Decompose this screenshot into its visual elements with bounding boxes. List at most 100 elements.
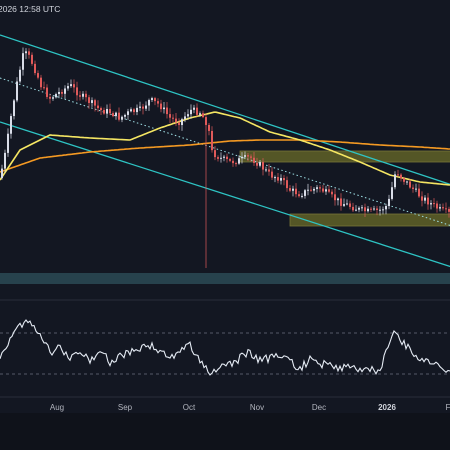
candle-body (97, 105, 99, 109)
candle-body (124, 114, 126, 117)
candle-body (328, 189, 330, 192)
candle-body (322, 188, 324, 192)
candle-body (400, 174, 402, 179)
candle-body (211, 130, 213, 151)
candle-body (304, 190, 306, 196)
candle-body (106, 108, 108, 114)
candle-body (169, 114, 171, 118)
candle-body (163, 107, 165, 110)
candle-body (115, 112, 117, 117)
bottom-strip (0, 413, 450, 450)
candle-body (418, 188, 420, 197)
candle-body (238, 158, 240, 164)
moving-averages-layer (0, 111, 450, 186)
candle-body (364, 207, 366, 212)
candle-body (439, 207, 441, 209)
candle-body (319, 187, 321, 189)
candle-body (409, 181, 411, 188)
candle-body (397, 174, 399, 176)
candle-body (286, 180, 288, 189)
axis-tick-label: Nov (250, 403, 264, 412)
candle-body (349, 203, 351, 207)
candle-body (229, 159, 231, 161)
candle-body (298, 194, 300, 197)
candle-body (67, 86, 69, 89)
candle-body (16, 81, 18, 101)
candle-body (112, 113, 114, 117)
candle-body (406, 181, 408, 183)
candle-body (217, 157, 219, 159)
candle-body (376, 208, 378, 210)
candle-body (343, 204, 345, 206)
candle-body (433, 203, 435, 205)
candle-body (358, 207, 360, 210)
candle-body (175, 118, 177, 123)
candle-body (361, 207, 363, 209)
candle-body (448, 208, 450, 212)
candle-body (283, 178, 285, 181)
candle-body (379, 209, 381, 211)
candle-body (13, 100, 15, 117)
candle-body (49, 96, 51, 99)
candle-body (430, 203, 432, 205)
candle-body (91, 100, 93, 103)
candle-body (325, 189, 327, 192)
candle-body (253, 157, 255, 163)
candle-body (154, 98, 156, 102)
candle-body (127, 111, 129, 115)
candle-body (82, 93, 84, 97)
candle-body (1, 168, 3, 178)
candle-body (442, 207, 444, 209)
channel-upper-line (0, 34, 450, 186)
candle-body (265, 169, 267, 171)
candle-body (148, 100, 150, 106)
candle-body (205, 117, 207, 125)
candle-body (415, 188, 417, 190)
candle-body (256, 162, 258, 166)
candle-body (178, 122, 180, 126)
candle-body (424, 197, 426, 201)
candle-body (103, 109, 105, 114)
candle-body (370, 208, 372, 210)
candle-body (250, 156, 252, 158)
candle-body (10, 116, 12, 134)
candle-body (73, 84, 75, 88)
candle-body (76, 87, 78, 96)
candle-body (70, 84, 72, 87)
candle-body (277, 177, 279, 181)
candle-body (232, 160, 234, 164)
candle-body (199, 113, 201, 115)
candle-body (355, 209, 357, 211)
candle-body (40, 77, 42, 88)
candle-body (118, 112, 120, 120)
candle-body (235, 163, 237, 165)
candle-body (37, 73, 39, 78)
candle-body (289, 188, 291, 191)
candle-body (268, 169, 270, 172)
candle-body (142, 106, 144, 109)
fast-moving-average (0, 111, 450, 186)
support-zone (289, 213, 450, 227)
candle-body (373, 208, 375, 210)
candle-body (247, 155, 249, 157)
candle-body (313, 188, 315, 191)
candle-body (241, 156, 243, 159)
oscillator-line (0, 319, 450, 376)
candle-body (157, 101, 159, 104)
candle-body (391, 187, 393, 199)
axis-tick-label: Dec (312, 403, 326, 412)
candle-body (64, 88, 66, 94)
candle-body (58, 91, 60, 95)
candle-body (190, 109, 192, 115)
candle-body (346, 203, 348, 205)
candle-body (214, 150, 216, 158)
candle-body (331, 191, 333, 195)
candle-body (46, 87, 48, 97)
candle-body (262, 162, 264, 170)
candle-body (385, 206, 387, 210)
candle-body (202, 113, 204, 118)
candles-layer (1, 47, 450, 268)
candle-body (25, 51, 27, 54)
candle-body (295, 188, 297, 195)
candle-body (334, 194, 336, 201)
